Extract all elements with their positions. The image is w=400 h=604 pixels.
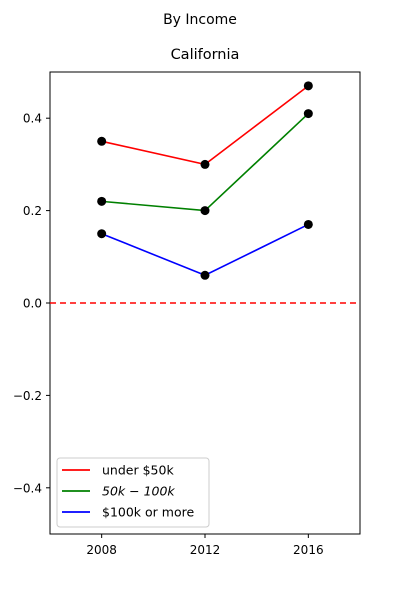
data-point (200, 159, 210, 169)
data-point (97, 136, 107, 146)
data-point (97, 196, 107, 206)
series-line (101, 85, 309, 166)
data-point (97, 229, 107, 239)
x-tick-label: 2008 (86, 543, 117, 557)
x-tick-label: 2012 (190, 543, 221, 557)
plot-area: −0.4 −0.2 0.0 0.2 0.4 2008 2012 2016 under $50k 5… (13, 71, 361, 557)
legend-label: under $50k (102, 463, 174, 478)
data-point (303, 109, 313, 119)
series-line (101, 223, 309, 277)
y-tick-label: 0.2 (23, 204, 42, 218)
legend-box (56, 457, 210, 528)
y-tick-label: 0.0 (23, 297, 42, 311)
x-tick-label: 2016 (293, 543, 324, 557)
y-tick-label: 0.4 (23, 112, 42, 126)
data-point (200, 270, 210, 280)
y-tick-label: −0.4 (13, 481, 42, 495)
y-tick-label: −0.2 (13, 389, 42, 403)
figure-suptitle: By Income (163, 12, 237, 28)
legend-label: $100k or more (102, 505, 194, 520)
chart-title: California (171, 47, 240, 63)
legend: under $50k 50k − 100k $100k or more (56, 457, 210, 528)
data-point (303, 219, 313, 229)
legend-label: 50k − 100k (102, 484, 175, 499)
data-point (303, 81, 313, 91)
data-point (200, 206, 210, 216)
